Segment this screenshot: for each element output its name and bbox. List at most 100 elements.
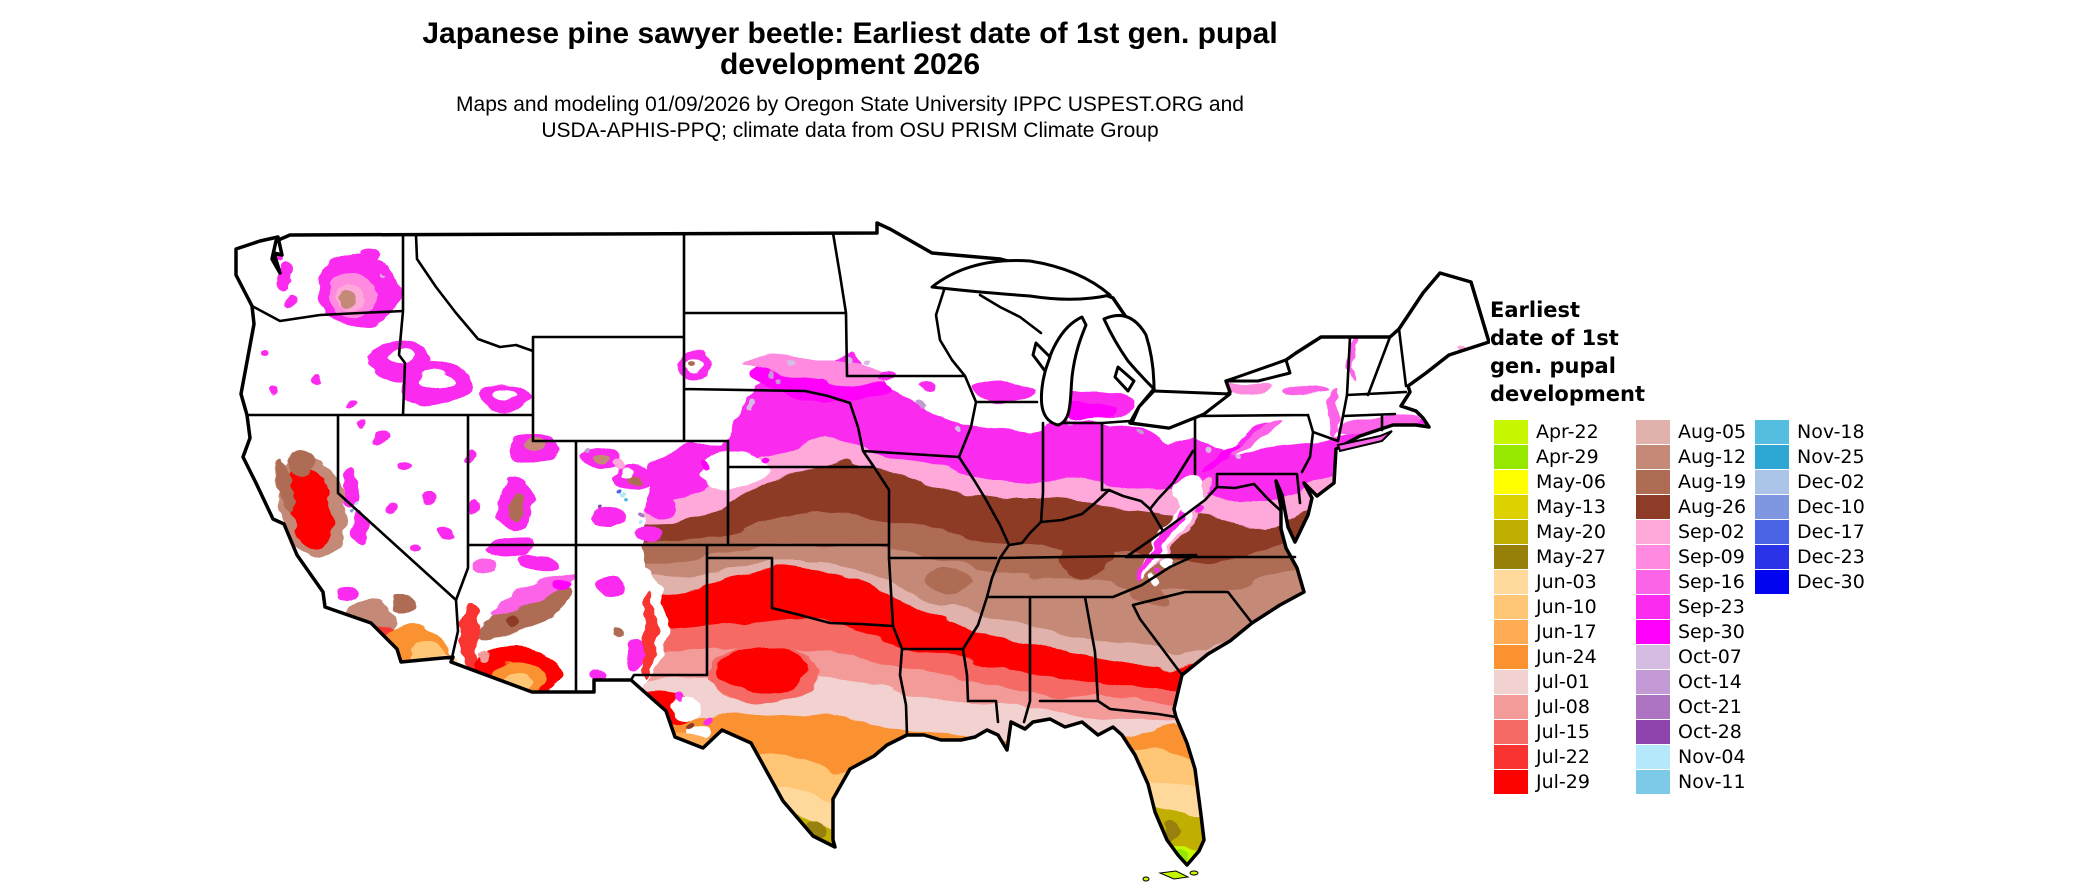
legend-label: Nov-25 [1797, 445, 1865, 468]
legend-row: Jul-29 [1494, 769, 1606, 794]
legend-label: Oct-14 [1678, 670, 1742, 693]
map-fill-layer [236, 223, 1489, 865]
state-borders [245, 231, 1408, 737]
legend-row: Apr-22 [1494, 419, 1606, 444]
legend-swatch-aug05 [1636, 419, 1670, 444]
legend-swatch-sep23 [1636, 594, 1670, 619]
legend-label: Dec-02 [1797, 470, 1865, 493]
legend-swatch-jun10 [1494, 594, 1528, 619]
legend-swatch-nov25 [1755, 444, 1789, 469]
legend-row: May-20 [1494, 519, 1606, 544]
green-bay [1031, 341, 1052, 373]
legend-label: Jul-22 [1536, 745, 1590, 768]
legend-row: Sep-09 [1636, 544, 1746, 569]
legend-label: May-13 [1536, 495, 1606, 518]
legend-column-1: Apr-22 Apr-29 May-06 May-13 May-20 May-27 Jun-… [1494, 419, 1606, 794]
legend-row: Nov-18 [1755, 419, 1865, 444]
legend-label: Jun-10 [1536, 595, 1597, 618]
legend-row: Sep-23 [1636, 594, 1746, 619]
legend-label: Dec-17 [1797, 520, 1865, 543]
legend-label: Jul-15 [1536, 720, 1590, 743]
legend-label: Oct-21 [1678, 695, 1742, 718]
legend-row: Dec-23 [1755, 544, 1865, 569]
legend-row: Nov-11 [1636, 769, 1746, 794]
legend-swatch-dec10 [1755, 494, 1789, 519]
legend-row: Jul-08 [1494, 694, 1606, 719]
legend-swatch-may13 [1494, 494, 1528, 519]
legend-label: Jun-03 [1536, 570, 1597, 593]
legend-label: May-06 [1536, 470, 1606, 493]
legend-swatch-sep02 [1636, 519, 1670, 544]
legend-label: Jul-08 [1536, 695, 1590, 718]
legend-row: Sep-30 [1636, 619, 1746, 644]
legend-label: Sep-02 [1678, 520, 1745, 543]
legend-row: Jun-17 [1494, 619, 1606, 644]
legend-swatch-may27 [1494, 544, 1528, 569]
legend-label: Jun-24 [1536, 645, 1597, 668]
legend-label: Jun-17 [1536, 620, 1597, 643]
legend-row: Jun-10 [1494, 594, 1606, 619]
legend-swatch-nov11 [1636, 769, 1670, 794]
legend-row: Apr-29 [1494, 444, 1606, 469]
legend-label: Dec-30 [1797, 570, 1865, 593]
legend-label: May-27 [1536, 545, 1606, 568]
legend-row: Oct-07 [1636, 644, 1746, 669]
legend-swatch-aug12 [1636, 444, 1670, 469]
legend-row: Nov-25 [1755, 444, 1865, 469]
legend-row: Aug-26 [1636, 494, 1746, 519]
legend-swatch-jun17 [1494, 619, 1528, 644]
legend-row: Aug-05 [1636, 419, 1746, 444]
legend-swatch-apr29 [1494, 444, 1528, 469]
legend-swatch-may20 [1494, 519, 1528, 544]
legend-swatch-sep09 [1636, 544, 1670, 569]
legend-swatch-nov18 [1755, 419, 1789, 444]
legend-label: Nov-11 [1678, 770, 1746, 793]
legend-row: Sep-16 [1636, 569, 1746, 594]
legend-swatch-sep16 [1636, 569, 1670, 594]
legend-label: Aug-19 [1678, 470, 1747, 493]
legend-swatch-apr22 [1494, 419, 1528, 444]
legend-swatch-aug19 [1636, 469, 1670, 494]
long-island [1336, 430, 1393, 453]
legend-row: Dec-17 [1755, 519, 1865, 544]
legend-row: Oct-21 [1636, 694, 1746, 719]
legend-row: Aug-19 [1636, 469, 1746, 494]
us-map-svg [234, 221, 1491, 882]
legend-label: Nov-18 [1797, 420, 1865, 443]
legend-row: Nov-04 [1636, 744, 1746, 769]
legend-row: Oct-28 [1636, 719, 1746, 744]
lake-huron [1102, 314, 1156, 391]
legend-row: Dec-10 [1755, 494, 1865, 519]
legend-row: Jun-24 [1494, 644, 1606, 669]
legend-swatch-oct07 [1636, 644, 1670, 669]
lake-erie [1130, 389, 1232, 430]
legend-swatch-dec17 [1755, 519, 1789, 544]
us-map [230, 195, 1491, 892]
legend-title-line: Earliest [1490, 298, 1581, 322]
legend-swatch-may06 [1494, 469, 1528, 494]
subtitle-line-2: USDA-APHIS-PPQ; climate data from OSU PR… [541, 119, 1159, 142]
legend-swatch-jul15 [1494, 719, 1528, 744]
legend-label: Oct-07 [1678, 645, 1742, 668]
legend-row: Jun-03 [1494, 569, 1606, 594]
legend-row: May-13 [1494, 494, 1606, 519]
legend-swatch-jun24 [1494, 644, 1528, 669]
legend-title-line: date of 1st [1490, 326, 1619, 350]
legend-row: May-27 [1494, 544, 1606, 569]
legend-swatch-oct28 [1636, 719, 1670, 744]
legend-row: Jul-22 [1494, 744, 1606, 769]
legend-label: Dec-23 [1797, 545, 1865, 568]
legend-label: Sep-16 [1678, 570, 1745, 593]
legend-label: Jul-01 [1536, 670, 1590, 693]
legend-swatch-nov04 [1636, 744, 1670, 769]
legend-label: Oct-28 [1678, 720, 1742, 743]
legend-label: Aug-26 [1678, 495, 1747, 518]
legend-row: Sep-02 [1636, 519, 1746, 544]
legend-swatch-sep30 [1636, 619, 1670, 644]
legend-swatch-dec30 [1755, 569, 1789, 594]
legend-title-line: development [1490, 382, 1645, 406]
legend-swatch-dec23 [1755, 544, 1789, 569]
title-line-1: Japanese pine sawyer beetle: Earliest da… [422, 17, 1278, 50]
title-line-2: development 2026 [719, 48, 981, 81]
legend-row: Oct-14 [1636, 669, 1746, 694]
